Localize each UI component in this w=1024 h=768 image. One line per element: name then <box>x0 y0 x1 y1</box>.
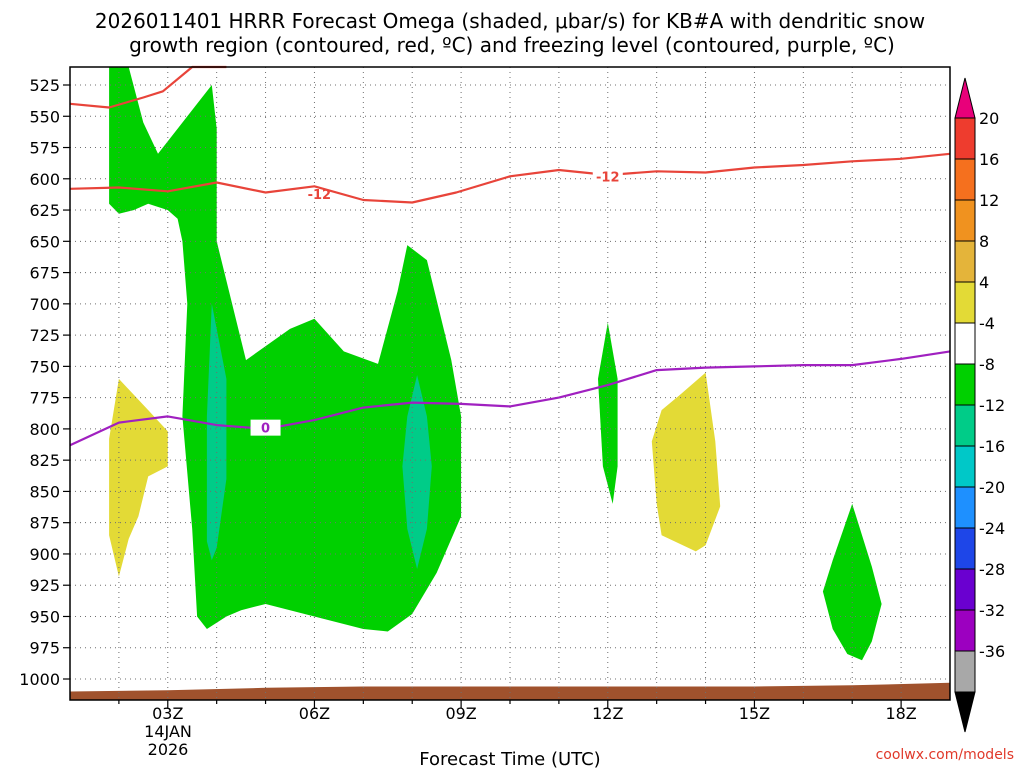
omega-region-7 <box>651 372 721 552</box>
y-tick-label: 925 <box>29 576 60 595</box>
x-axis: 03Z 06Z 09Z 12Z 15Z 18Z <box>118 700 917 723</box>
colorbar-bin <box>954 322 976 365</box>
colorbar-bin <box>954 650 976 693</box>
dendritic-contour-label: -12 <box>308 188 332 203</box>
colorbar-bin <box>954 363 976 406</box>
colorbar-bin <box>954 199 976 242</box>
omega-region-2 <box>598 322 618 504</box>
colorbar-label: -4 <box>979 314 995 333</box>
colorbar-bin <box>954 527 976 570</box>
colorbar-label: 16 <box>979 150 999 169</box>
y-tick-label: 750 <box>29 357 60 376</box>
colorbar-bin <box>954 486 976 529</box>
y-tick-label: 975 <box>29 639 60 658</box>
y-tick-label: 800 <box>29 420 60 439</box>
colorbar-label: -32 <box>979 601 1005 620</box>
colorbar-label: -8 <box>979 355 995 374</box>
freezing-contour-label-bg <box>250 419 281 436</box>
y-tick-label: 550 <box>29 107 60 126</box>
x-tick-label: 15Z <box>739 704 770 723</box>
colorbar-label: -20 <box>979 478 1005 497</box>
omega-region-5 <box>402 375 432 569</box>
x-axis-label: Forecast Time (UTC) <box>419 749 600 768</box>
source-credit: coolwx.com/models <box>876 747 1014 763</box>
colorbar-label: -24 <box>979 519 1005 538</box>
colorbar-bin <box>954 609 976 652</box>
colorbar-label: -16 <box>979 437 1005 456</box>
y-tick-label: 725 <box>29 326 60 345</box>
chart-title-line-1: 2026011401 HRRR Forecast Omega (shaded, … <box>95 9 925 33</box>
y-tick-label: 950 <box>29 607 60 626</box>
colorbar-bin <box>954 445 976 488</box>
ground-layer <box>70 682 950 700</box>
contour-layer: -12 -12 0 <box>69 65 951 447</box>
dendritic-contour-line <box>69 152 951 204</box>
x-tick-label: 03Z <box>152 704 183 723</box>
colorbar: 20 16 12 8 4 -4 -8 -12 -16 -20 -24 -28 -32 -36 <box>954 77 1005 733</box>
omega-region-6 <box>109 378 168 577</box>
y-tick-label: 825 <box>29 451 60 470</box>
colorbar-label: 4 <box>979 273 989 292</box>
x-tick-label: 18Z <box>885 704 916 723</box>
dendritic-contour-label-bg <box>592 168 623 185</box>
colorbar-bin <box>954 240 976 283</box>
colorbar-label: -36 <box>979 642 1005 661</box>
x-tick-label: 06Z <box>299 704 330 723</box>
colorbar-label: -12 <box>979 396 1005 415</box>
x-tick-label: 09Z <box>445 704 476 723</box>
omega-fill-layer <box>109 67 882 661</box>
y-tick-label: 1000 <box>19 670 60 689</box>
colorbar-bin <box>954 568 976 611</box>
colorbar-bin <box>954 117 976 160</box>
colorbar-bin <box>954 158 976 201</box>
freezing-contour-label: 0 <box>261 422 270 437</box>
ground-terrain <box>70 682 950 700</box>
y-tick-label: 575 <box>29 139 60 158</box>
chart-title-line-2: growth region (contoured, red, ºC) and f… <box>129 33 895 57</box>
x-date-label-year: 2026 <box>148 740 189 759</box>
colorbar-bin <box>954 404 976 447</box>
colorbar-top-arrow <box>954 77 976 119</box>
y-tick-label: 650 <box>29 232 60 251</box>
y-tick-label: 900 <box>29 545 60 564</box>
y-tick-label: 700 <box>29 295 60 314</box>
colorbar-bin <box>954 281 976 324</box>
x-tick-label: 12Z <box>592 704 623 723</box>
y-tick-label: 625 <box>29 201 60 220</box>
y-tick-label: 775 <box>29 389 60 408</box>
y-tick-label: 850 <box>29 482 60 501</box>
y-tick-label: 525 <box>29 76 60 95</box>
y-tick-label: 675 <box>29 264 60 283</box>
colorbar-label: 20 <box>979 109 999 128</box>
x-date-label-day: 14JAN <box>144 722 192 741</box>
dendritic-contour-label: -12 <box>596 170 620 185</box>
colorbar-label: 12 <box>979 191 999 210</box>
colorbar-label: -28 <box>979 560 1005 579</box>
y-tick-label: 875 <box>29 514 60 533</box>
freezing-contour-line <box>69 350 951 447</box>
y-tick-label: 600 <box>29 170 60 189</box>
omega-region-1 <box>109 67 462 632</box>
colorbar-label: 8 <box>979 232 989 251</box>
colorbar-bottom-arrow <box>954 691 976 733</box>
y-axis: 525 550 575 600 625 650 675 700 725 750 775 800 825 8… <box>19 76 70 689</box>
